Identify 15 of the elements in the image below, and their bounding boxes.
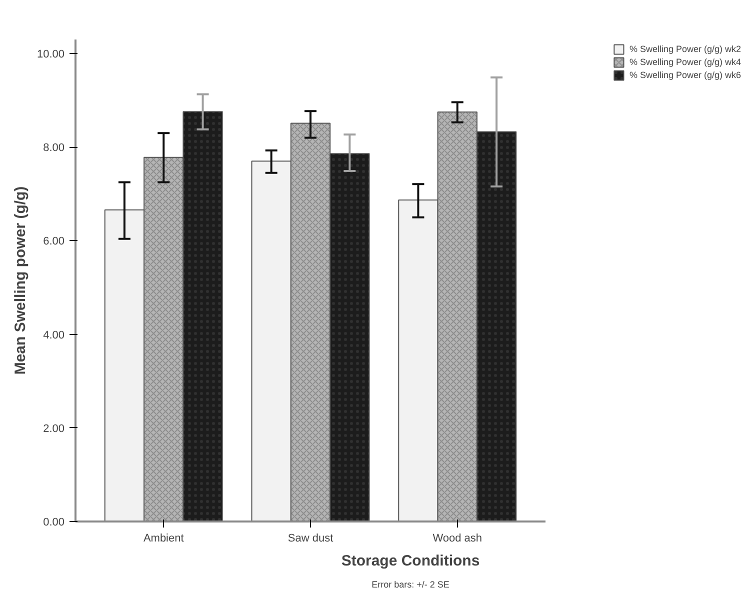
- legend-label: % Swelling Power (g/g) wk6: [629, 69, 741, 81]
- y-tick-label: 2.00: [43, 422, 65, 435]
- y-tick-label: 10.00: [36, 48, 65, 61]
- x-tick-label: Wood ash: [432, 532, 482, 544]
- text: Error bars: +/- 2 SE: [372, 580, 450, 590]
- x-tick-label: Ambient: [143, 532, 184, 544]
- y-tick-label: 8.00: [43, 142, 65, 154]
- y-tick-label: 0.00: [43, 516, 65, 528]
- x-axis-title: Storage Conditions: [341, 552, 480, 570]
- x-tick-label: Saw dust: [288, 532, 334, 544]
- legend-label: % Swelling Power (g/g) wk4: [629, 56, 741, 68]
- y-axis-title: Mean Swelling power (g/g): [12, 186, 29, 375]
- y-tick-label: 4.00: [43, 329, 65, 342]
- y-tick-label: 6.00: [43, 236, 65, 248]
- legend-label: % Swelling Power (g/g) wk2: [629, 43, 741, 55]
